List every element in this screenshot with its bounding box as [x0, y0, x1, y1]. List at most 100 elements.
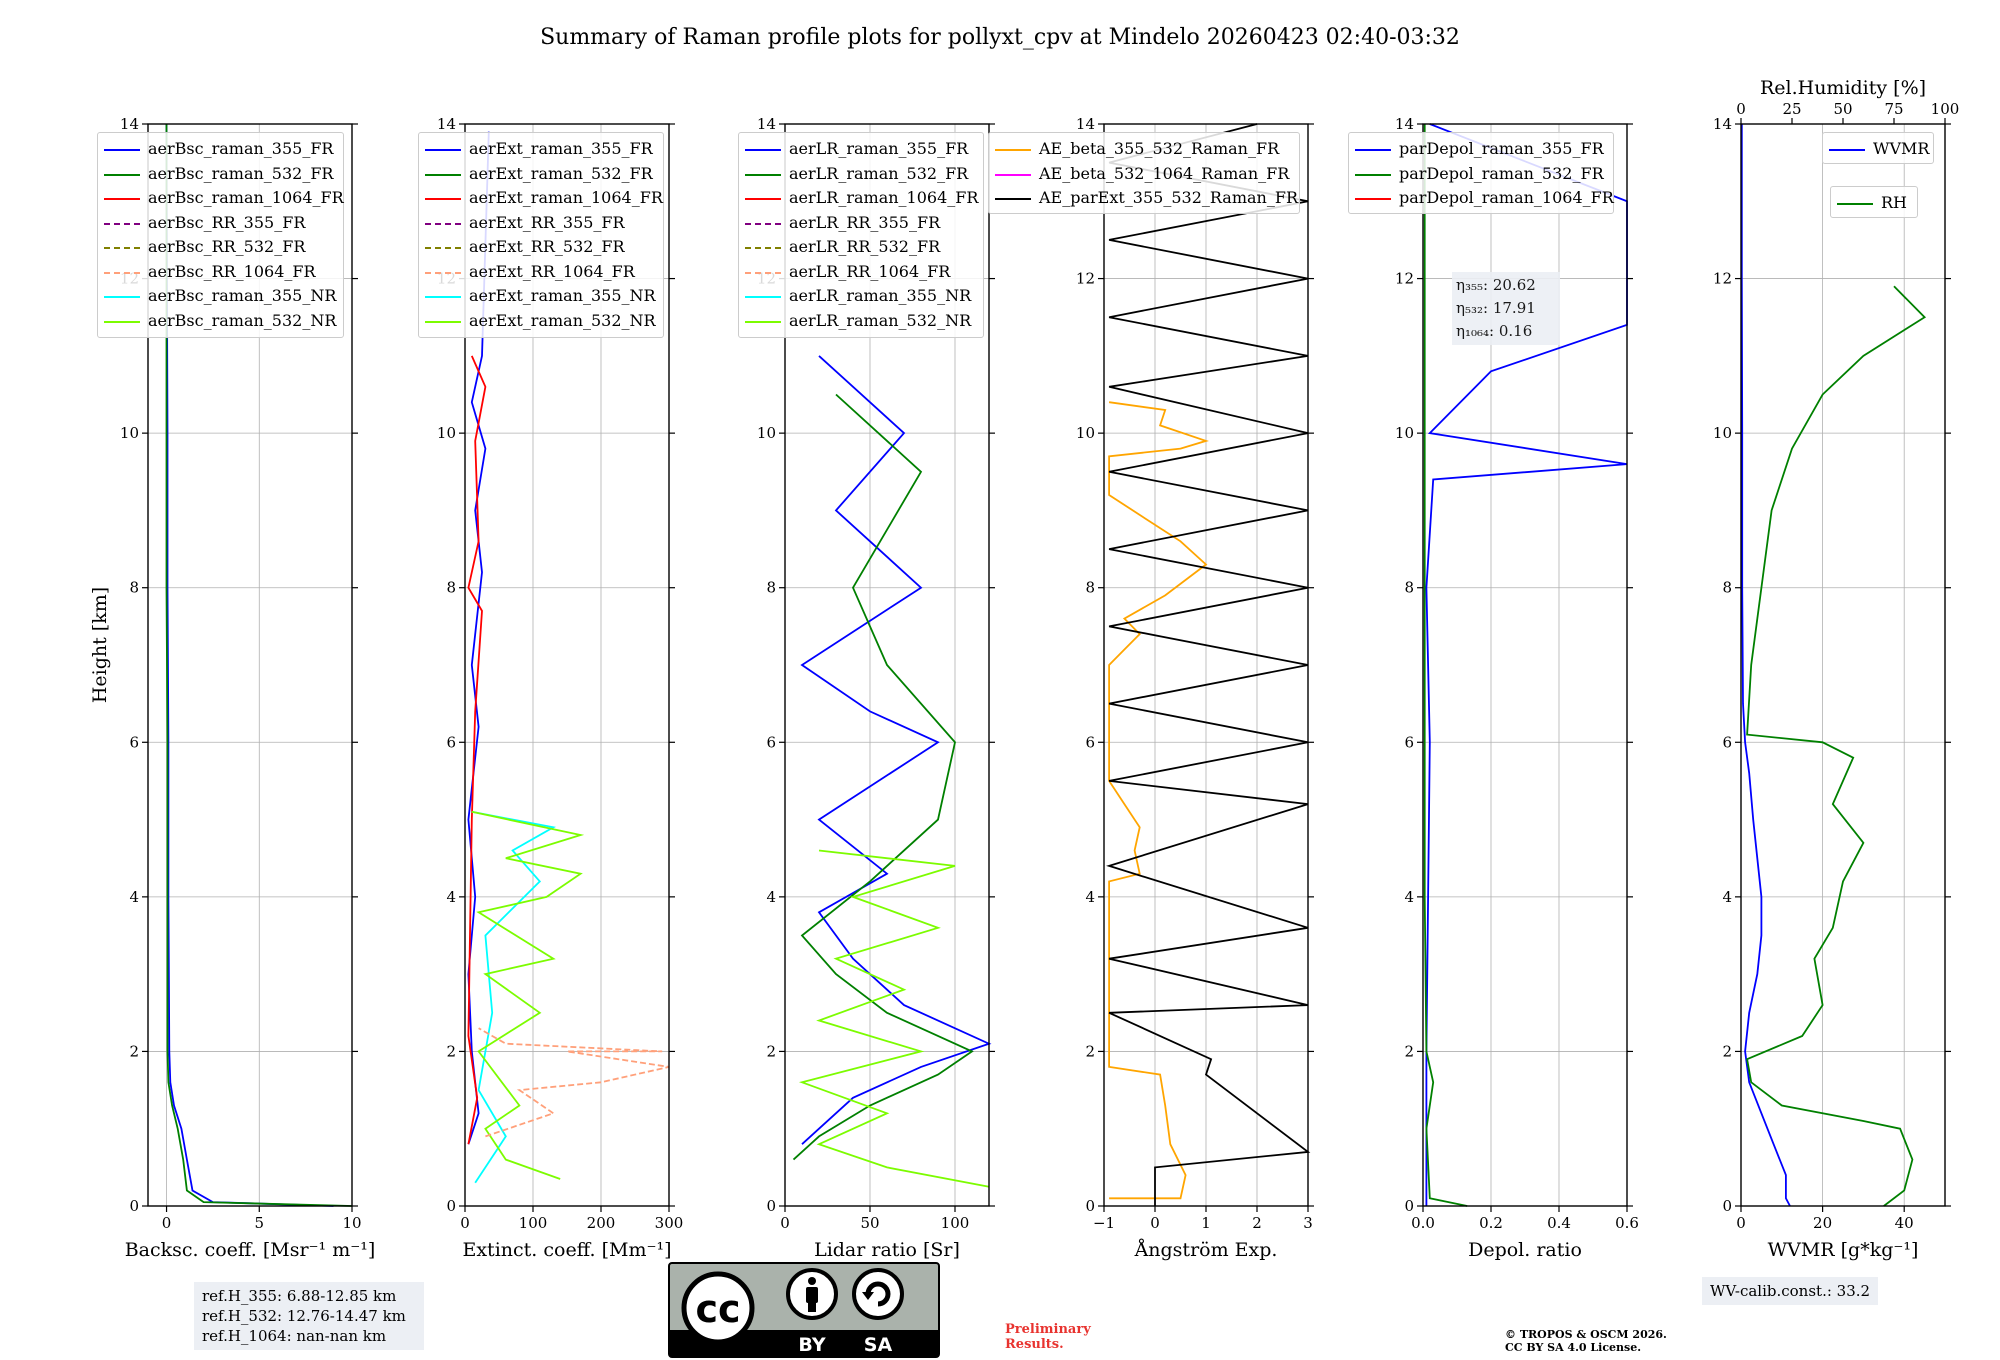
legend-rh: RH: [1830, 186, 1918, 218]
panel-water_vapor: 0 20 40 0 2 4 6 8 10 12 14 WVMR [g*kg⁻¹] 0 25 50 75 100 R…: [1713, 77, 1959, 1261]
legend-label: AE_parExt_355_532_Raman_FR: [1039, 188, 1298, 207]
top-x-tick-label: 75: [1884, 100, 1903, 118]
shared-y-axis-label: Height [km]: [89, 587, 111, 703]
legend-label: aerExt_raman_355_FR: [469, 139, 653, 158]
ref-height-532: ref.H_532: 12.76-14.47 km: [202, 1307, 406, 1325]
x-axis-label: Backsc. coeff. [Msr⁻¹ m⁻¹]: [125, 1239, 376, 1261]
y-tick-label: 12: [1395, 270, 1414, 288]
x-tick-label: 0: [780, 1214, 790, 1232]
eta-annotation: η₃₅₅: 20.62 η₅₃₂: 17.91 η₁₀₆₄: 0.16: [1452, 272, 1560, 345]
legend-extinction: aerExt_raman_355_FR aerExt_raman_532_FR ae…: [418, 132, 664, 338]
legend-swatch: [104, 149, 140, 151]
y-tick-label: 4: [129, 888, 139, 906]
y-tick-label: 8: [129, 579, 139, 597]
copyright-line-2: CC BY SA 4.0 License.: [1505, 1341, 1642, 1354]
y-tick-label: 10: [1713, 424, 1732, 442]
series-line-aerBsc_raman_355_FR: [165, 123, 334, 1207]
legend-label: aerLR_RR_532_FR: [789, 237, 941, 256]
x-tick-label: 5: [254, 1214, 264, 1232]
series-line-parDepol_raman_532_FR: [1423, 124, 1468, 1207]
x-tick-label: 50: [860, 1214, 879, 1232]
legend-swatch: [425, 247, 461, 249]
legend-backscatter: aerBsc_raman_355_FR aerBsc_raman_532_FR ae…: [97, 132, 344, 338]
x-tick-label: 3: [1303, 1214, 1313, 1232]
y-tick-label: 6: [1404, 733, 1414, 751]
y-tick-label: 12: [1076, 270, 1095, 288]
cc-sa-label: SA: [864, 1334, 893, 1356]
legend-depol: parDepol_raman_355_FR parDepol_raman_532_…: [1348, 132, 1614, 214]
legend-label: aerLR_raman_532_NR: [789, 310, 972, 330]
legend-swatch: [425, 149, 461, 151]
legend-swatch: [104, 222, 140, 225]
y-tick-label: 4: [1404, 888, 1414, 906]
legend-swatch: [425, 296, 461, 298]
y-tick-label: 14: [1713, 115, 1732, 133]
cc-mark: cc: [695, 1287, 740, 1331]
y-tick-label: 8: [1085, 579, 1095, 597]
legend-swatch: [425, 271, 461, 274]
series-line-aerExt_raman_1064_FR: [467, 355, 487, 1145]
share-alike-icon: [852, 1268, 904, 1320]
legend-swatch: [745, 198, 781, 200]
legend-swatch: [995, 149, 1031, 151]
legend-swatch: [425, 173, 461, 176]
legend-label: parDepol_raman_532_FR: [1399, 163, 1604, 183]
x-axis-label: Lidar ratio [Sr]: [814, 1239, 960, 1261]
x-tick-label: 0.2: [1479, 1214, 1503, 1232]
x-tick-label: 300: [655, 1214, 684, 1232]
legend-label: RH: [1881, 193, 1907, 212]
y-tick-label: 0: [446, 1197, 456, 1215]
y-tick-label: 4: [1722, 888, 1732, 906]
y-tick-label: 0: [1404, 1197, 1414, 1215]
series-line-aerExt_RR_1064_FR: [478, 1027, 670, 1138]
y-tick-label: 14: [1076, 115, 1095, 133]
y-tick-label: 14: [757, 115, 776, 133]
x-tick-label: −1: [1093, 1214, 1115, 1232]
legend-label: aerExt_RR_1064_FR: [469, 261, 635, 281]
y-tick-label: 2: [446, 1042, 456, 1060]
legend-label: aerLR_raman_355_FR: [789, 139, 969, 158]
y-tick-label: 14: [437, 115, 456, 133]
legend-label: AE_beta_355_532_Raman_FR: [1039, 139, 1280, 158]
x-tick-label: 0.6: [1615, 1214, 1639, 1232]
x-tick-label: 100: [519, 1214, 548, 1232]
legend-wvmr: WVMR: [1822, 132, 1934, 164]
preliminary-line-2: Results.: [1005, 1337, 1064, 1352]
legend-angstrom: AE_beta_355_532_Raman_FR AE_beta_532_1064…: [988, 132, 1300, 214]
legend-swatch: [995, 198, 1031, 200]
x-tick-label: 20: [1813, 1214, 1832, 1232]
y-tick-label: 12: [1713, 270, 1732, 288]
preliminary-results-note: Preliminary Results.: [1005, 1322, 1091, 1352]
axes-frame: [147, 123, 353, 1207]
ref-height-1064: ref.H_1064: nan-nan km: [202, 1327, 387, 1345]
series-line-AE_parExt_355_532_Raman_FR: [1106, 123, 1311, 1206]
y-tick-label: 0: [1722, 1197, 1732, 1215]
series-line-aerLR_raman_532_FR: [792, 393, 974, 1161]
y-tick-label: 8: [1722, 579, 1732, 597]
legend-label: aerLR_RR_1064_FR: [789, 261, 951, 281]
x-tick-label: 0: [460, 1214, 470, 1232]
x-tick-label: 0: [162, 1214, 172, 1232]
legend-label: aerExt_RR_532_FR: [469, 237, 625, 256]
legend-label: aerExt_RR_355_FR: [469, 212, 625, 232]
ref-height-355: ref.H_355: 6.88-12.85 km: [202, 1287, 397, 1305]
top-x-axis-label: Rel.Humidity [%]: [1760, 77, 1926, 99]
cc-license-badge: cc BY SA: [668, 1262, 940, 1358]
legend-swatch: [104, 247, 140, 249]
axes-frame: [464, 123, 670, 1207]
top-x-tick-label: 50: [1833, 100, 1852, 118]
x-axis-label: Depol. ratio: [1468, 1239, 1582, 1261]
axes-frame: [784, 123, 990, 1207]
legend-swatch: [995, 173, 1031, 176]
legend-swatch: [745, 149, 781, 151]
series-line-aerLR_raman_355_FR: [800, 355, 992, 1145]
x-tick-label: 0.0: [1411, 1214, 1435, 1232]
legend-label: parDepol_raman_355_FR: [1399, 139, 1604, 158]
x-tick-label: 0: [1150, 1214, 1160, 1232]
legend-label: aerBsc_raman_355_NR: [148, 286, 337, 305]
legend-swatch: [745, 247, 781, 249]
legend-label: aerBsc_raman_355_FR: [148, 139, 334, 158]
legend-swatch: [745, 222, 781, 225]
series-line-WVMR: [1740, 124, 1791, 1207]
copyright-line-1: © TROPOS & OSCM 2026.: [1505, 1328, 1667, 1341]
